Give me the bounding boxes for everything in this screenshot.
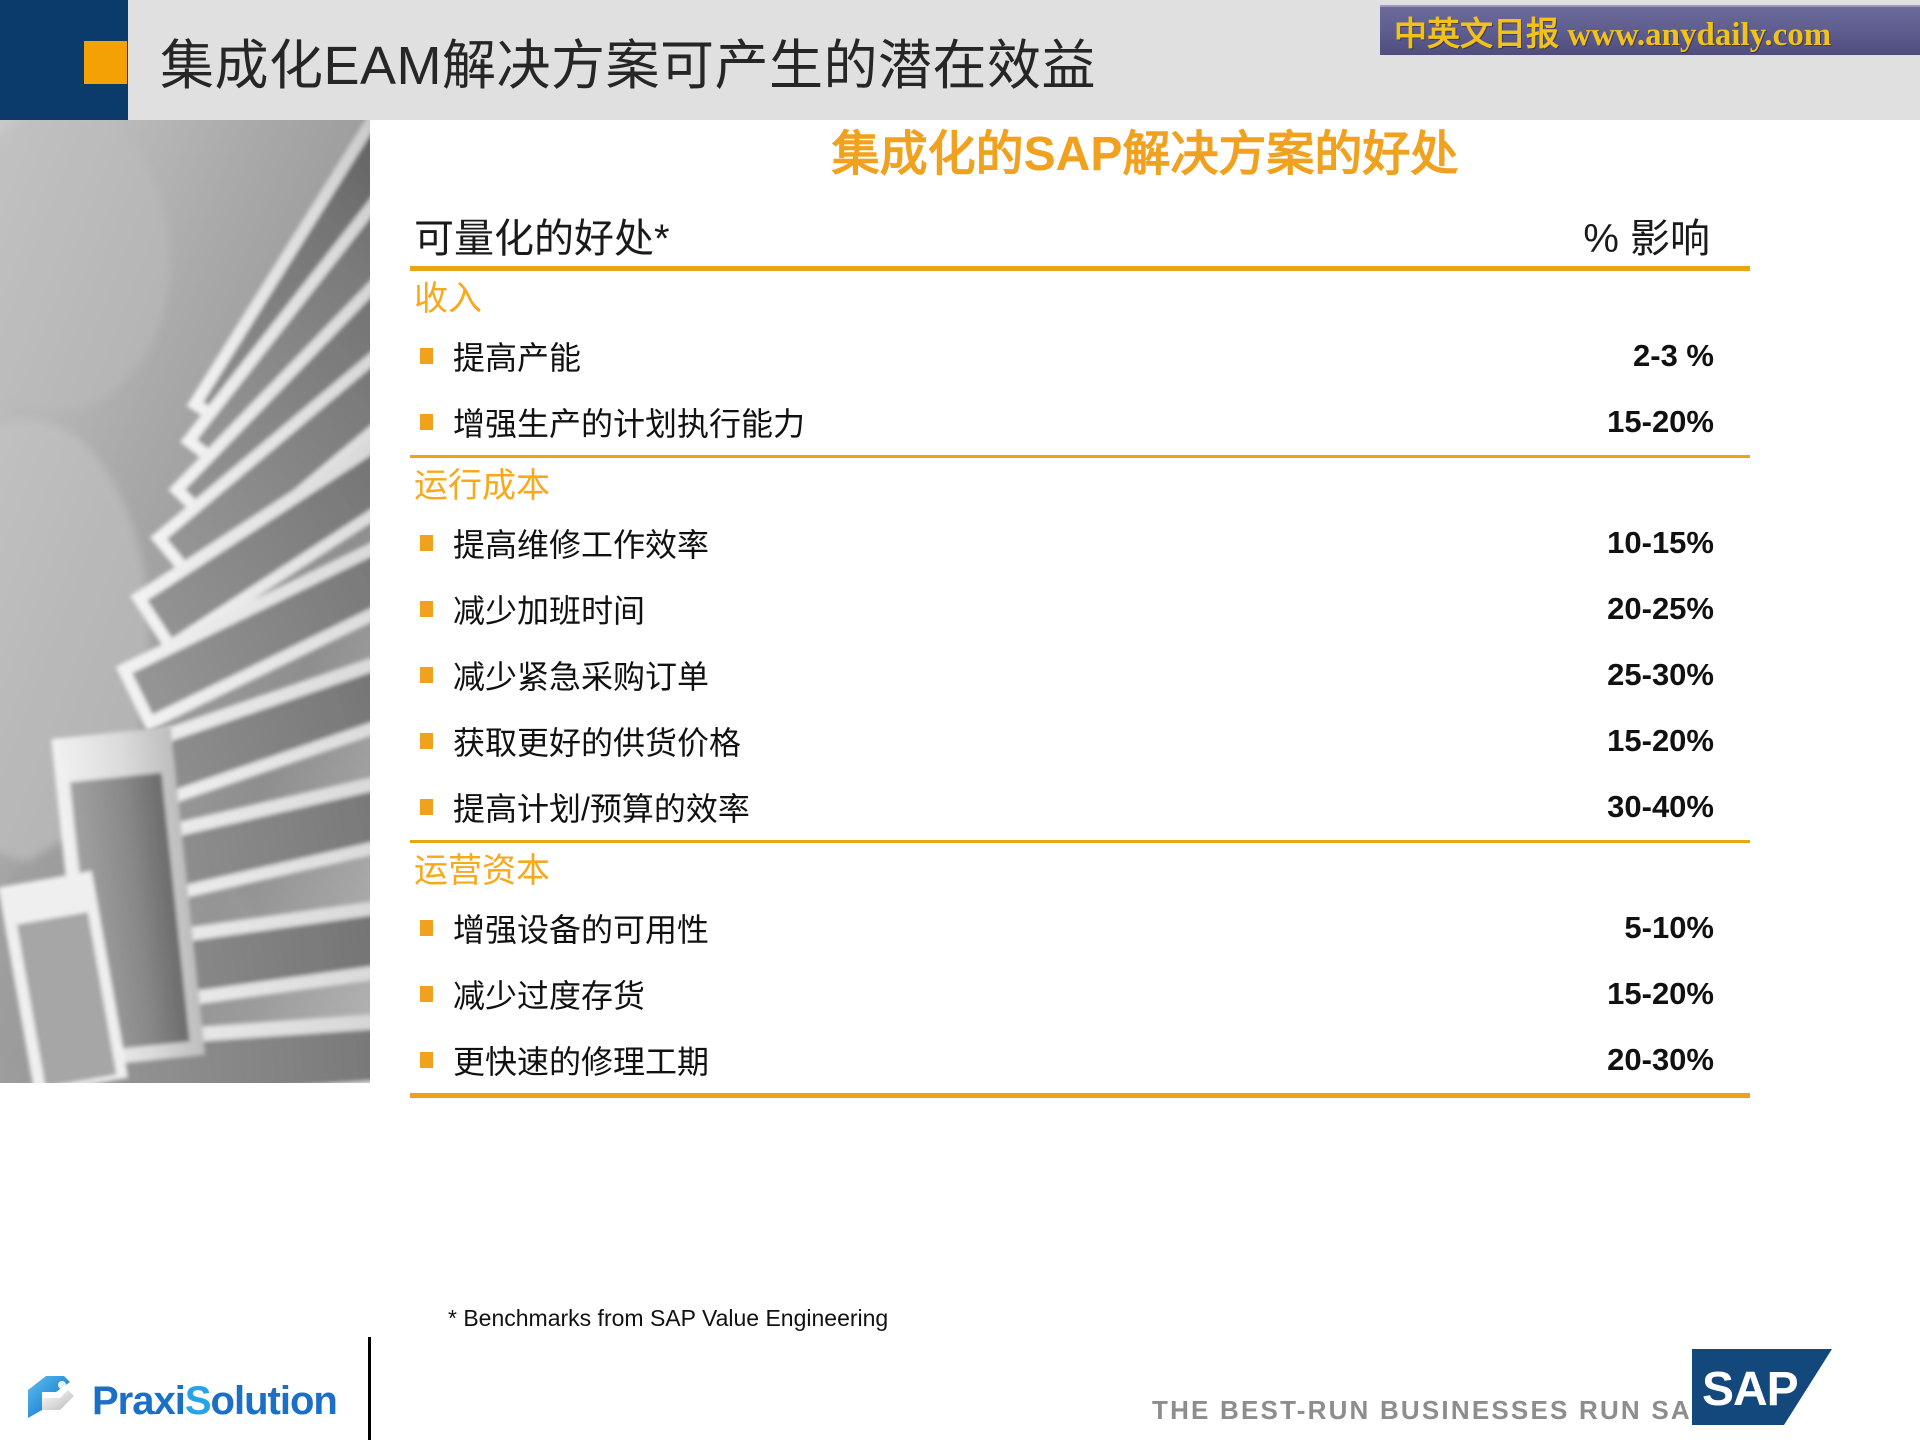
- section-heading: 集成化的SAP解决方案的好处: [370, 120, 1920, 190]
- header-orange-square-icon: [84, 41, 127, 84]
- section-heading-sap: SAP: [1023, 128, 1123, 181]
- table-row: 增强设备的可用性 5-10%: [410, 895, 1750, 961]
- row-label: 提高产能: [453, 340, 582, 377]
- table-footnote: * Benchmarks from SAP Value Engineering: [448, 1305, 889, 1331]
- row-value: 5-10%: [1624, 910, 1714, 946]
- table-row: 更快速的修理工期 20-30%: [410, 1027, 1750, 1093]
- banknotes-photo: [0, 120, 370, 1083]
- praxisolution-wordmark-olution: olution: [210, 1379, 338, 1423]
- bullet-square-icon: [420, 799, 433, 816]
- praxisolution-wordmark-praxi: Praxi: [92, 1379, 186, 1423]
- praxisolution-logo: PraxiSolution: [20, 1368, 338, 1435]
- column-header-impact: % 影响: [1583, 217, 1710, 261]
- table-row: 减少加班时间 20-25%: [410, 576, 1750, 642]
- row-value: 15-20%: [1607, 976, 1714, 1012]
- bullet-square-icon: [420, 920, 433, 937]
- row-value: 25-30%: [1607, 657, 1714, 693]
- bullet-square-icon: [420, 535, 433, 552]
- row-label-wrap: 减少过度存货: [410, 971, 645, 1017]
- table-row: 获取更好的供货价格 15-20%: [410, 708, 1750, 774]
- table-bottom-rule: [410, 1093, 1750, 1099]
- row-value: 10-15%: [1607, 525, 1714, 561]
- slide-footer: [0, 1340, 1920, 1440]
- benefits-table: 可量化的好处* % 影响 收入 提高产能 2-3 % 增强生产的计划执行能力 1…: [410, 200, 1750, 1099]
- bullet-square-icon: [420, 601, 433, 618]
- row-label: 更快速的修理工期: [453, 1044, 710, 1081]
- row-label-wrap: 增强生产的计划执行能力: [410, 399, 805, 445]
- bullet-square-icon: [420, 348, 433, 365]
- table-row: 增强生产的计划执行能力 15-20%: [410, 389, 1750, 455]
- footer-vertical-divider: [368, 1337, 371, 1440]
- row-label: 减少紧急采购订单: [453, 659, 710, 696]
- praxisolution-mark-icon: [20, 1368, 82, 1435]
- bullet-square-icon: [420, 986, 433, 1003]
- page-title: 集成化EAM解决方案可产生的潜在效益: [160, 35, 1097, 96]
- bullet-square-icon: [420, 414, 433, 431]
- table-row: 减少紧急采购订单 25-30%: [410, 642, 1750, 708]
- praxisolution-wordmark-s: S: [184, 1379, 212, 1423]
- row-label-wrap: 更快速的修理工期: [410, 1037, 709, 1083]
- bullet-square-icon: [420, 733, 433, 750]
- table-group-rule: [410, 455, 1750, 459]
- row-value: 2-3 %: [1633, 338, 1714, 374]
- group-title-operating-cost: 运行成本: [414, 467, 550, 506]
- row-value: 30-40%: [1607, 789, 1714, 825]
- table-group-rule: [410, 840, 1750, 844]
- row-label: 提高维修工作效率: [453, 527, 710, 564]
- watermark-banner-text: 中英文日报 www.anydaily.com: [1394, 17, 1832, 53]
- table-header-row: 可量化的好处* % 影响: [410, 200, 1750, 266]
- watermark-banner: 中英文日报 www.anydaily.com: [1380, 5, 1920, 55]
- row-label: 减少加班时间: [453, 593, 646, 630]
- row-label-wrap: 提高产能: [410, 333, 581, 379]
- row-label: 减少过度存货: [453, 978, 646, 1015]
- row-label: 提高计划/预算的效率: [453, 791, 750, 828]
- row-label: 增强生产的计划执行能力: [453, 406, 806, 443]
- row-value: 15-20%: [1607, 723, 1714, 759]
- sap-logo: SAP R: [1692, 1349, 1832, 1425]
- row-label: 增强设备的可用性: [453, 912, 710, 949]
- table-row: 提高维修工作效率 10-15%: [410, 510, 1750, 576]
- slide-header: 集成化EAM解决方案可产生的潜在效益 中英文日报 www.anydaily.co…: [0, 0, 1920, 120]
- row-value: 20-30%: [1607, 1042, 1714, 1078]
- group-title-working-capital: 运营资本: [414, 852, 550, 891]
- section-heading-suffix: 解决方案的好处: [1122, 128, 1459, 181]
- row-label-wrap: 提高维修工作效率: [410, 520, 709, 566]
- group-title-revenue: 收入: [414, 280, 482, 318]
- row-label-wrap: 提高计划/预算的效率: [410, 784, 750, 830]
- sap-tagline: THE BEST-RUN BUSINESSES RUN SAP: [1152, 1395, 1712, 1425]
- svg-text:R: R: [1805, 1412, 1811, 1421]
- svg-text:SAP: SAP: [1702, 1363, 1798, 1416]
- bullet-square-icon: [420, 667, 433, 684]
- row-label-wrap: 减少紧急采购订单: [410, 652, 709, 698]
- bullet-square-icon: [420, 1052, 433, 1069]
- praxisolution-wordmark: PraxiSolution: [92, 1379, 338, 1424]
- table-top-rule: [410, 266, 1750, 271]
- row-label-wrap: 增强设备的可用性: [410, 905, 709, 951]
- table-row: 减少过度存货 15-20%: [410, 961, 1750, 1027]
- row-value: 20-25%: [1607, 591, 1714, 627]
- table-row: 提高计划/预算的效率 30-40%: [410, 774, 1750, 840]
- column-header-benefit: 可量化的好处*: [414, 217, 670, 261]
- row-label: 获取更好的供货价格: [453, 725, 742, 762]
- table-row: 提高产能 2-3 %: [410, 323, 1750, 389]
- row-label-wrap: 获取更好的供货价格: [410, 718, 741, 764]
- slide-body: 集成化的SAP解决方案的好处 可量化的好处* % 影响 收入 提高产能 2-3 …: [370, 120, 1920, 1331]
- section-heading-prefix: 集成化的: [831, 128, 1024, 181]
- row-label-wrap: 减少加班时间: [410, 586, 645, 632]
- row-value: 15-20%: [1607, 404, 1714, 440]
